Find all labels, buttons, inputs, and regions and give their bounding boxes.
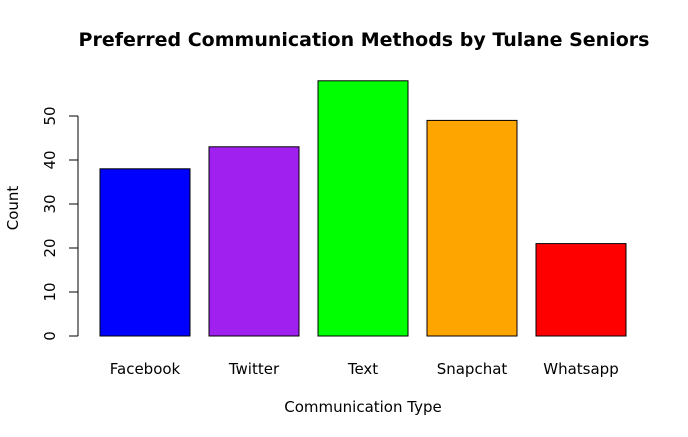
- y-tick-label-20: 20: [41, 238, 59, 257]
- category-label-whatsapp: Whatsapp: [543, 360, 618, 378]
- bar-facebook: [99, 168, 191, 337]
- y-tick-label-30: 30: [41, 194, 59, 213]
- bars-group: [99, 80, 627, 337]
- category-label-snapchat: Snapchat: [437, 360, 508, 378]
- bar-whatsapp: [535, 243, 627, 337]
- bar-twitter: [208, 146, 300, 337]
- y-tick-label-10: 10: [41, 282, 59, 301]
- category-label-facebook: Facebook: [110, 360, 181, 378]
- y-tick-label-40: 40: [41, 150, 59, 169]
- chart-title: Preferred Communication Methods by Tulan…: [79, 29, 650, 51]
- category-label-text: Text: [347, 360, 378, 378]
- bar-text: [317, 80, 409, 337]
- category-label-twitter: Twitter: [228, 360, 280, 378]
- y-axis: 0 10 20 30 40 50: [41, 106, 79, 341]
- y-axis-title: Count: [4, 186, 22, 231]
- y-tick-label-0: 0: [41, 331, 59, 341]
- y-tick-label-50: 50: [41, 106, 59, 125]
- bar-snapchat: [426, 119, 518, 337]
- category-labels: Facebook Twitter Text Snapchat Whatsapp: [110, 360, 619, 378]
- x-axis-title: Communication Type: [284, 398, 441, 416]
